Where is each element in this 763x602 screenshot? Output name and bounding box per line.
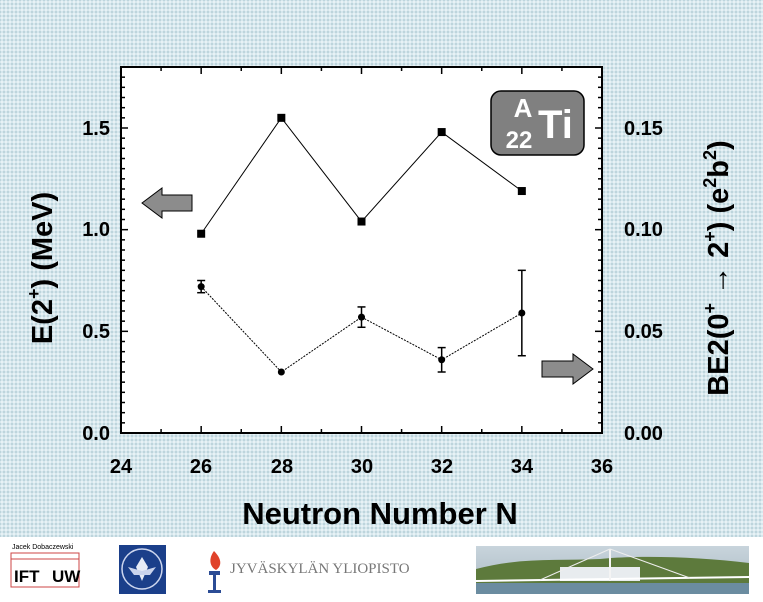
y-right-title-part: → 2 [703, 242, 735, 303]
x-tick-label: 28 [271, 456, 293, 478]
y-left-tick-label: 1.5 [82, 118, 110, 140]
footer-logos: Jacek Dobaczewski IFT UW JYVÄSKYLÄN YLIO… [0, 537, 763, 597]
data-point-square [197, 229, 206, 238]
badge-proton-number: 22 [506, 127, 533, 154]
photo-bridge [475, 576, 750, 582]
axis-ticks [120, 66, 603, 434]
right-arrow-icon [541, 353, 594, 385]
badge-mass-number: A [514, 93, 533, 123]
data-point-circle [438, 356, 446, 364]
x-tick-label: 30 [351, 456, 373, 478]
author-name: Jacek Dobaczewski [12, 544, 74, 551]
jyu-torch-icon [208, 551, 221, 593]
y-right-tick-labels: 0.00 0.05 0.10 0.15 [624, 118, 663, 445]
jyu-name: JYVÄSKYLÄN YLIOPISTO [230, 560, 410, 577]
y-right-title-sup: 2 [700, 150, 720, 160]
y-right-title-sup: + [700, 303, 720, 314]
torch-base [208, 590, 221, 593]
photo-cable [539, 548, 611, 581]
x-tick-labels: 24 26 28 30 32 34 36 [110, 456, 613, 478]
series-layer [197, 113, 526, 376]
badge-element-symbol: Ti [538, 103, 573, 147]
y-right-title-sup: + [700, 231, 720, 242]
x-tick-label: 32 [431, 456, 453, 478]
seal-wings [128, 567, 156, 575]
data-point-circle [358, 313, 365, 321]
torch-handle [213, 575, 216, 590]
y-right-title-part: b [703, 160, 735, 178]
data-point-square [437, 128, 446, 137]
x-tick-label: 24 [110, 456, 133, 478]
data-point-square [517, 187, 526, 196]
y-left-tick-label: 0.5 [82, 321, 110, 343]
data-point-square [277, 113, 286, 122]
y-right-title-part: ) [703, 140, 735, 150]
y-left-title-part: ) (MeV) [27, 192, 59, 289]
photo-building [560, 567, 640, 581]
university-seal-icon [119, 545, 166, 594]
y-left-tick-label: 0.0 [82, 423, 110, 445]
x-tick-label: 26 [190, 456, 212, 478]
y-left-tick-label: 1.0 [82, 219, 110, 241]
torch-cup [209, 571, 220, 575]
x-tick-label: 34 [511, 456, 534, 478]
data-point-circle [277, 368, 285, 376]
campus-photo [475, 546, 750, 594]
y-right-tick-label: 0.05 [624, 321, 663, 343]
seal-eagle [136, 557, 148, 581]
data-point-circle [197, 283, 205, 291]
seal-ring [121, 548, 163, 590]
y-right-tick-label: 0.00 [624, 423, 663, 445]
footer-svg: Jacek Dobaczewski IFT UW JYVÄSKYLÄN YLIO… [10, 544, 750, 594]
y-left-tick-labels: 0.0 0.5 1.0 1.5 [82, 118, 110, 445]
data-point-square [357, 217, 366, 226]
x-axis-title: Neutron Number N [242, 496, 518, 531]
photo-cable [609, 548, 691, 579]
y-left-title-part: E(2 [27, 299, 59, 344]
y-right-title-sup: 2 [700, 178, 720, 188]
y-left-axis-title: E(2+) (MeV) [24, 192, 59, 344]
chart: 24 26 28 30 32 34 36 0.0 0.5 1.0 1.5 0.0… [24, 66, 735, 531]
torch-flame [210, 551, 221, 570]
left-arrow-icon [141, 187, 193, 219]
y-right-title-part: BE2(0 [703, 314, 735, 396]
nucleus-badge: A 22 Ti [490, 90, 585, 156]
data-point-circle [518, 309, 526, 317]
series-line [200, 286, 523, 373]
logo-ift-text: IFT [14, 567, 40, 586]
y-right-title-part: ) (e [703, 188, 735, 232]
y-right-axis-title: BE2(0+ → 2+) (e2b2) [700, 140, 735, 395]
y-right-tick-label: 0.15 [624, 118, 663, 140]
y-right-tick-label: 0.10 [624, 219, 663, 241]
logo-uw-text: UW [52, 567, 81, 586]
ift-uw-logo: IFT UW [10, 552, 81, 588]
badge-box [490, 90, 585, 156]
photo-water [476, 583, 749, 594]
x-tick-label: 36 [591, 456, 613, 478]
y-left-title-sup: + [24, 289, 44, 300]
